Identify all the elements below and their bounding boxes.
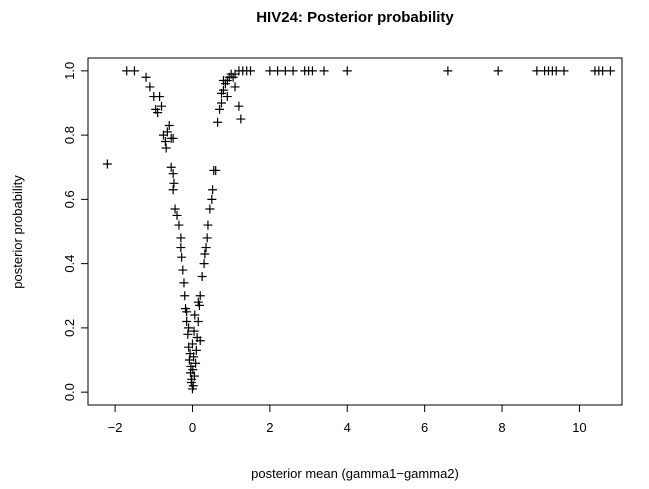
y-tick-label: 0.4 xyxy=(62,255,77,273)
point xyxy=(193,297,203,307)
y-axis-label: posterior probability xyxy=(10,175,25,289)
chart-title: HIV24: Posterior probability xyxy=(256,9,454,26)
point xyxy=(122,66,132,76)
point xyxy=(288,66,298,76)
point xyxy=(246,66,256,76)
point xyxy=(273,66,283,76)
point xyxy=(191,358,201,368)
point xyxy=(168,133,178,143)
point xyxy=(187,339,197,349)
point xyxy=(319,66,329,76)
point xyxy=(174,220,184,230)
point xyxy=(307,66,317,76)
point xyxy=(182,307,192,317)
point xyxy=(218,75,228,85)
point xyxy=(182,316,192,326)
point xyxy=(168,169,178,179)
point xyxy=(170,204,180,214)
point xyxy=(184,323,194,333)
point xyxy=(202,233,212,243)
point xyxy=(180,291,190,301)
point xyxy=(532,66,542,76)
point xyxy=(342,66,352,76)
point xyxy=(215,104,225,114)
point xyxy=(188,381,198,391)
point xyxy=(183,329,193,339)
point xyxy=(211,165,221,175)
point xyxy=(176,243,186,253)
point xyxy=(102,159,112,169)
point xyxy=(141,72,151,82)
x-axis-label: posterior mean (gamma1−gamma2) xyxy=(251,466,459,481)
point xyxy=(195,336,205,346)
point xyxy=(168,185,178,195)
point xyxy=(551,66,561,76)
point xyxy=(201,243,211,253)
point xyxy=(190,310,200,320)
point xyxy=(179,278,189,288)
point xyxy=(155,92,165,102)
point xyxy=(200,249,210,259)
point xyxy=(169,178,179,188)
x-tick-label: 8 xyxy=(498,420,505,435)
point xyxy=(197,271,207,281)
point xyxy=(191,345,201,355)
x-tick-label: 6 xyxy=(421,420,428,435)
point xyxy=(207,194,217,204)
point xyxy=(157,101,167,111)
point xyxy=(265,66,275,76)
point xyxy=(205,204,215,214)
point xyxy=(559,66,569,76)
point xyxy=(145,82,155,92)
point xyxy=(129,66,139,76)
point xyxy=(162,127,172,137)
point xyxy=(234,101,244,111)
point xyxy=(605,66,615,76)
point xyxy=(236,114,246,124)
point xyxy=(598,66,608,76)
point xyxy=(193,316,203,326)
x-tick-label: −2 xyxy=(108,420,123,435)
point xyxy=(164,120,174,130)
plot-frame xyxy=(87,57,623,406)
point xyxy=(153,108,163,118)
y-tick-label: 0.0 xyxy=(62,383,77,401)
point xyxy=(222,92,232,102)
point xyxy=(280,66,290,76)
point xyxy=(493,66,503,76)
point xyxy=(218,85,228,95)
y-tick-label: 0.2 xyxy=(62,319,77,337)
x-tick-label: 2 xyxy=(266,420,273,435)
point xyxy=(186,361,196,371)
point xyxy=(195,291,205,301)
point xyxy=(187,374,197,384)
point xyxy=(217,98,226,108)
point xyxy=(213,117,223,127)
point xyxy=(208,185,218,195)
y-tick-label: 0.8 xyxy=(62,126,77,144)
point xyxy=(161,143,171,153)
point xyxy=(177,252,187,262)
point xyxy=(189,326,199,336)
point xyxy=(172,210,182,220)
point xyxy=(160,137,170,147)
x-tick-label: 4 xyxy=(344,420,351,435)
point xyxy=(178,265,188,275)
point xyxy=(176,233,186,243)
y-tick-label: 0.6 xyxy=(62,190,77,208)
point xyxy=(199,259,209,269)
point xyxy=(185,349,195,359)
y-tick-label: 1.0 xyxy=(62,62,77,80)
x-tick-label: 0 xyxy=(189,420,196,435)
point xyxy=(203,220,213,230)
point xyxy=(443,66,453,76)
point xyxy=(166,162,176,172)
x-tick-label: 10 xyxy=(572,420,586,435)
point xyxy=(230,82,240,92)
